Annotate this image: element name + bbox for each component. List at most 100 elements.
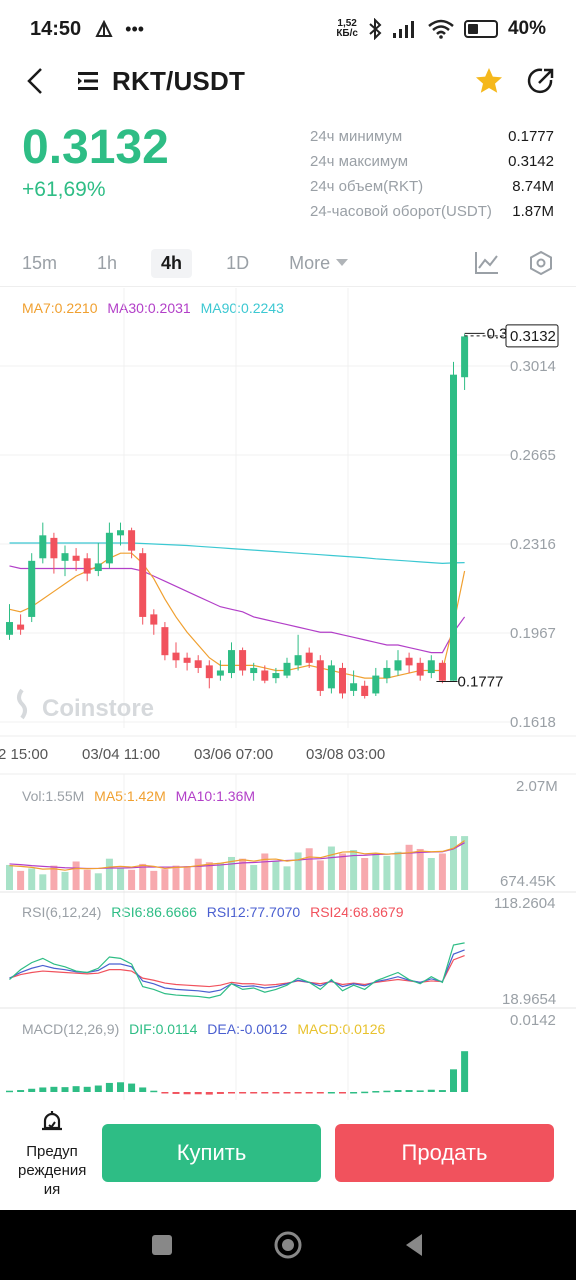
candle-body xyxy=(228,650,235,674)
macd-histogram-bar xyxy=(6,1090,13,1093)
candle-body xyxy=(17,624,25,630)
ma90-line xyxy=(9,542,465,564)
stat-row-high: 24ч максимум 0.3142 xyxy=(310,153,554,170)
stat-row-volume: 24ч объем(RKT) 8.74M xyxy=(310,178,554,195)
candle-body xyxy=(405,657,413,666)
low-marker-label: 0.1777 xyxy=(458,673,504,690)
volume-bar xyxy=(361,858,369,890)
chart-area[interactable]: MA7:0.2210 MA30:0.2031 MA90:0.2243 Vol:1… xyxy=(0,288,576,1100)
candle-body xyxy=(294,655,302,666)
chevron-down-icon xyxy=(336,259,349,266)
stat-row-turnover: 24-часовой оборот(USDT) 1.87M xyxy=(310,203,554,220)
candle-body xyxy=(216,670,224,676)
volume-bar xyxy=(316,860,324,890)
rsi-max-label: 118.2604 xyxy=(494,895,555,912)
candle-body xyxy=(339,667,346,694)
macd-histogram-bar xyxy=(450,1069,457,1092)
macd-histogram-bar xyxy=(105,1082,113,1092)
candle-body xyxy=(105,532,113,564)
bluetooth-icon xyxy=(369,18,382,40)
candle-body xyxy=(128,530,136,551)
rsi6-label: RSI6:86.6666 xyxy=(111,904,197,920)
macd-histogram-bar xyxy=(216,1092,224,1094)
candle-body xyxy=(6,622,13,635)
macd-histogram-bar xyxy=(117,1082,124,1092)
candle-body xyxy=(283,662,291,676)
volume-bar xyxy=(327,846,335,890)
volume-bar xyxy=(350,850,358,890)
candle-body xyxy=(172,652,180,661)
macd-histogram-bar xyxy=(61,1087,69,1092)
price-alert-button[interactable]: Предуп реждения ия xyxy=(18,1108,86,1199)
candlestick-chart[interactable]: 0.3014 0.2665 0.2316 0.1967 0.1618 Coinstore 0… xyxy=(0,288,576,1100)
ma-legend: MA7:0.2210 MA30:0.2031 MA90:0.2243 xyxy=(22,300,290,316)
dif-label: DIF:0.0114 xyxy=(129,1021,198,1037)
macd-histogram-bar xyxy=(161,1092,169,1094)
macd-histogram-bar xyxy=(261,1092,269,1094)
pair-title[interactable]: RKT/USDT xyxy=(112,65,246,96)
volume-bar xyxy=(17,870,25,890)
volume-bar xyxy=(372,853,380,890)
macd-histogram-bar xyxy=(239,1092,247,1094)
candle-body xyxy=(83,558,91,574)
macd-histogram-bar xyxy=(461,1051,469,1092)
share-icon[interactable] xyxy=(526,66,556,96)
macd-histogram-bar xyxy=(250,1092,258,1094)
volume-bar xyxy=(183,866,191,890)
last-price: 0.3132 xyxy=(22,121,169,174)
tab-more[interactable]: More xyxy=(283,249,354,278)
volume-bar xyxy=(39,874,47,890)
macd-histogram-bar xyxy=(39,1087,47,1092)
macd-histogram-bar xyxy=(50,1086,58,1092)
status-time: 14:50 xyxy=(30,17,82,40)
ma7-label: MA7:0.2210 xyxy=(22,300,98,316)
macd-histogram-bar xyxy=(405,1090,413,1092)
settings-hexagon-icon[interactable] xyxy=(528,250,554,276)
coinstore-logo-icon xyxy=(17,688,27,720)
tab-1d[interactable]: 1D xyxy=(226,252,250,273)
macd-histogram-bar xyxy=(28,1088,36,1092)
last-price-tag: 0.3132 xyxy=(510,328,556,345)
candle-body xyxy=(416,662,424,676)
tab-15m[interactable]: 15m xyxy=(22,252,58,273)
favorite-star-icon[interactable] xyxy=(474,66,504,96)
back-button[interactable] xyxy=(20,66,50,96)
volume-bar xyxy=(194,858,202,890)
tab-1h[interactable]: 1h xyxy=(97,252,118,273)
back-nav-icon[interactable] xyxy=(402,1232,426,1258)
macd-histogram-bar xyxy=(72,1086,80,1092)
recent-apps-icon[interactable] xyxy=(150,1233,174,1257)
stats-panel: 24ч минимум 0.1777 24ч максимум 0.3142 24ч… xyxy=(310,124,554,224)
candle-body xyxy=(50,537,58,559)
price-change: +61,69% xyxy=(22,178,106,201)
volume-bar xyxy=(416,848,424,890)
macd-histogram-bar xyxy=(339,1092,346,1094)
volume-bar xyxy=(405,844,413,890)
x-tick-label: 03/08 03:00 xyxy=(306,746,385,763)
indicator-chart-icon[interactable] xyxy=(474,250,500,276)
buy-button[interactable]: Купить xyxy=(102,1124,321,1182)
candle-body xyxy=(94,563,102,572)
alarm-bell-icon xyxy=(42,1111,62,1131)
macd-histogram-bar xyxy=(350,1092,358,1094)
watermark-coinstore: Coinstore xyxy=(42,695,154,722)
volume-bar xyxy=(150,870,158,890)
sell-button[interactable]: Продать xyxy=(335,1124,554,1182)
candle-body xyxy=(250,667,258,674)
candle-body xyxy=(205,665,213,679)
pair-menu-icon[interactable] xyxy=(76,69,100,93)
candle-body xyxy=(161,627,169,656)
home-icon[interactable] xyxy=(273,1230,303,1260)
candle-body xyxy=(117,530,124,536)
macd-histogram-bar xyxy=(305,1092,313,1094)
macd-histogram-bar xyxy=(205,1092,213,1095)
tab-4h[interactable]: 4h xyxy=(151,248,193,278)
macd-histogram-bar xyxy=(150,1090,158,1093)
divider xyxy=(0,286,576,287)
vol-ma5-line xyxy=(9,840,465,871)
volume-bar xyxy=(117,868,124,890)
rsi12-label: RSI12:77.7070 xyxy=(206,904,301,920)
volume-bar xyxy=(438,853,446,890)
volume-bar xyxy=(50,865,58,890)
back-arrow-icon xyxy=(27,68,42,94)
